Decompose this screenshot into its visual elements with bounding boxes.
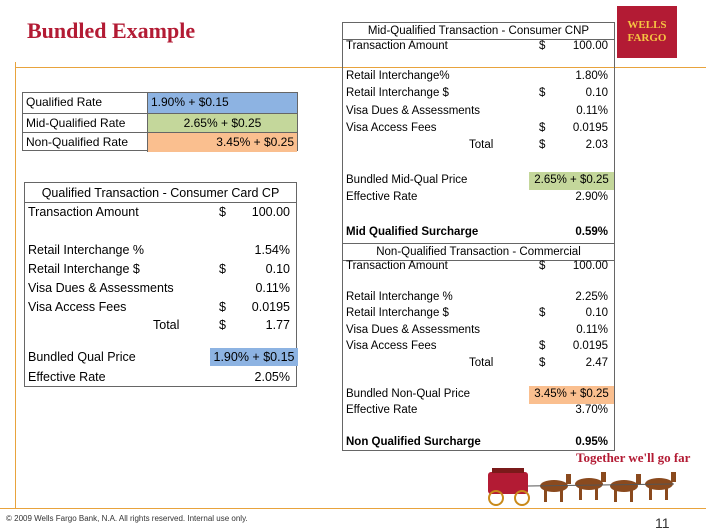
- row-label: Retail Interchange %: [346, 291, 453, 304]
- row-label: Mid Qualified Surcharge: [346, 226, 479, 239]
- logo: WELLS FARGO: [617, 6, 677, 58]
- row-label: Transaction Amount: [346, 40, 448, 53]
- rule: [15, 62, 16, 508]
- rule: [15, 67, 706, 68]
- highlight-cell: 2.65% + $0.25: [529, 172, 614, 190]
- transaction-box: Non-Qualified Transaction - Commercial Tr…: [342, 243, 615, 451]
- row-value: 3.70%: [575, 404, 608, 417]
- row-label: Total: [469, 139, 494, 152]
- row-label: Retail Interchange $: [346, 87, 449, 100]
- row-label: Non Qualified Surcharge: [346, 436, 481, 449]
- box-title: Qualified Transaction - Consumer Card CP: [25, 183, 296, 203]
- row-currency: $: [539, 40, 546, 53]
- transaction-box: Qualified Transaction - Consumer Card CP…: [24, 182, 298, 387]
- highlight-cell: 3.45% + $0.25: [529, 386, 614, 404]
- row-currency: $: [219, 299, 226, 314]
- row-value: 2.25%: [575, 291, 608, 304]
- row-value: 0.10: [585, 307, 608, 320]
- row-label: Retail Interchange $: [28, 261, 140, 276]
- row-value: 2.03: [585, 139, 608, 152]
- row-currency: $: [539, 139, 546, 152]
- row-currency: $: [539, 340, 546, 353]
- rate-label: Non-Qualified Rate: [23, 132, 148, 152]
- box-title: Mid-Qualified Transaction - Consumer CNP: [343, 23, 614, 40]
- row-label: Visa Access Fees: [346, 340, 437, 353]
- row-label: Visa Dues & Assessments: [28, 280, 174, 295]
- row-value: 2.90%: [575, 191, 608, 204]
- row-currency: $: [539, 260, 546, 273]
- row-currency: $: [539, 122, 546, 135]
- row-value: 2.65% + $0.25: [534, 174, 609, 187]
- row-label: Effective Rate: [346, 404, 418, 417]
- row-currency: $: [539, 87, 546, 100]
- row-value: 0.59%: [575, 226, 608, 239]
- row-value: 1.90% + $0.15: [213, 349, 295, 364]
- rate-value: 3.45% + $0.25: [148, 132, 297, 152]
- row-currency: $: [539, 357, 546, 370]
- rate-value: 2.65% + $0.25: [148, 112, 297, 132]
- row-label: Visa Dues & Assessments: [346, 324, 481, 337]
- row-label: Total: [153, 317, 180, 332]
- row-value: 0.11%: [255, 280, 290, 295]
- row-value: 0.10: [265, 261, 290, 276]
- row-value: 1.80%: [575, 70, 608, 83]
- rate-value: 1.90% + $0.15: [148, 93, 297, 113]
- highlight-cell: 1.90% + $0.15: [210, 347, 298, 367]
- row-value: 0.0195: [572, 340, 608, 353]
- row-value: 0.0195: [572, 122, 608, 135]
- logo-text: FARGO: [627, 32, 667, 44]
- slide-title: Bundled Example: [27, 18, 196, 43]
- row-value: 3.45% + $0.25: [534, 388, 609, 401]
- row-label: Effective Rate: [346, 191, 418, 204]
- tagline: Together we'll go far: [576, 450, 691, 465]
- row-value: 0.95%: [575, 436, 608, 449]
- row-label: Visa Access Fees: [346, 122, 437, 135]
- rate-table: Qualified Rate 1.90% + $0.15 Mid-Qualified…: [22, 92, 298, 152]
- row-value: 0.11%: [576, 105, 608, 118]
- row-label: Total: [469, 357, 494, 370]
- row-currency: $: [539, 307, 546, 320]
- row-value: 0.11%: [576, 324, 608, 337]
- box-title: Non-Qualified Transaction - Commercial: [343, 244, 614, 261]
- row-currency: $: [219, 261, 226, 276]
- row-label: Retail Interchange $: [346, 307, 449, 320]
- row-label: Bundled Mid-Qual Price: [346, 174, 468, 187]
- row-label: Bundled Qual Price: [28, 349, 136, 364]
- row-value: 0.10: [585, 87, 608, 100]
- row-label: Effective Rate: [28, 369, 106, 384]
- row-value: 2.05%: [254, 369, 290, 384]
- row-label: Retail Interchange %: [28, 242, 145, 257]
- row-value: 1.77: [265, 317, 290, 332]
- row-value: 1.54%: [254, 242, 290, 257]
- row-value: 100.00: [572, 40, 608, 53]
- row-label: Visa Dues & Assessments: [346, 105, 481, 118]
- row-label: Bundled Non-Qual Price: [346, 388, 471, 401]
- transaction-box: Mid-Qualified Transaction - Consumer CNP…: [342, 22, 615, 244]
- row-currency: $: [219, 317, 226, 332]
- rate-label: Mid-Qualified Rate: [23, 112, 148, 132]
- row-value: 2.47: [585, 357, 608, 370]
- footer: © 2009 Wells Fargo Bank, N.A. All rights…: [6, 514, 248, 523]
- row-currency: $: [219, 204, 226, 219]
- row-label: Retail Interchange%: [346, 70, 450, 83]
- page-number: 11: [655, 515, 670, 529]
- logo-text: WELLS: [627, 19, 667, 31]
- row-value: 100.00: [251, 204, 290, 219]
- rate-label: Qualified Rate: [23, 93, 148, 113]
- row-label: Transaction Amount: [28, 204, 139, 219]
- row-label: Visa Access Fees: [28, 299, 127, 314]
- row-label: Transaction Amount: [346, 260, 448, 273]
- stagecoach: [488, 468, 676, 506]
- rule: [0, 508, 706, 509]
- row-value: 100.00: [572, 260, 608, 273]
- row-value: 0.0195: [251, 299, 290, 314]
